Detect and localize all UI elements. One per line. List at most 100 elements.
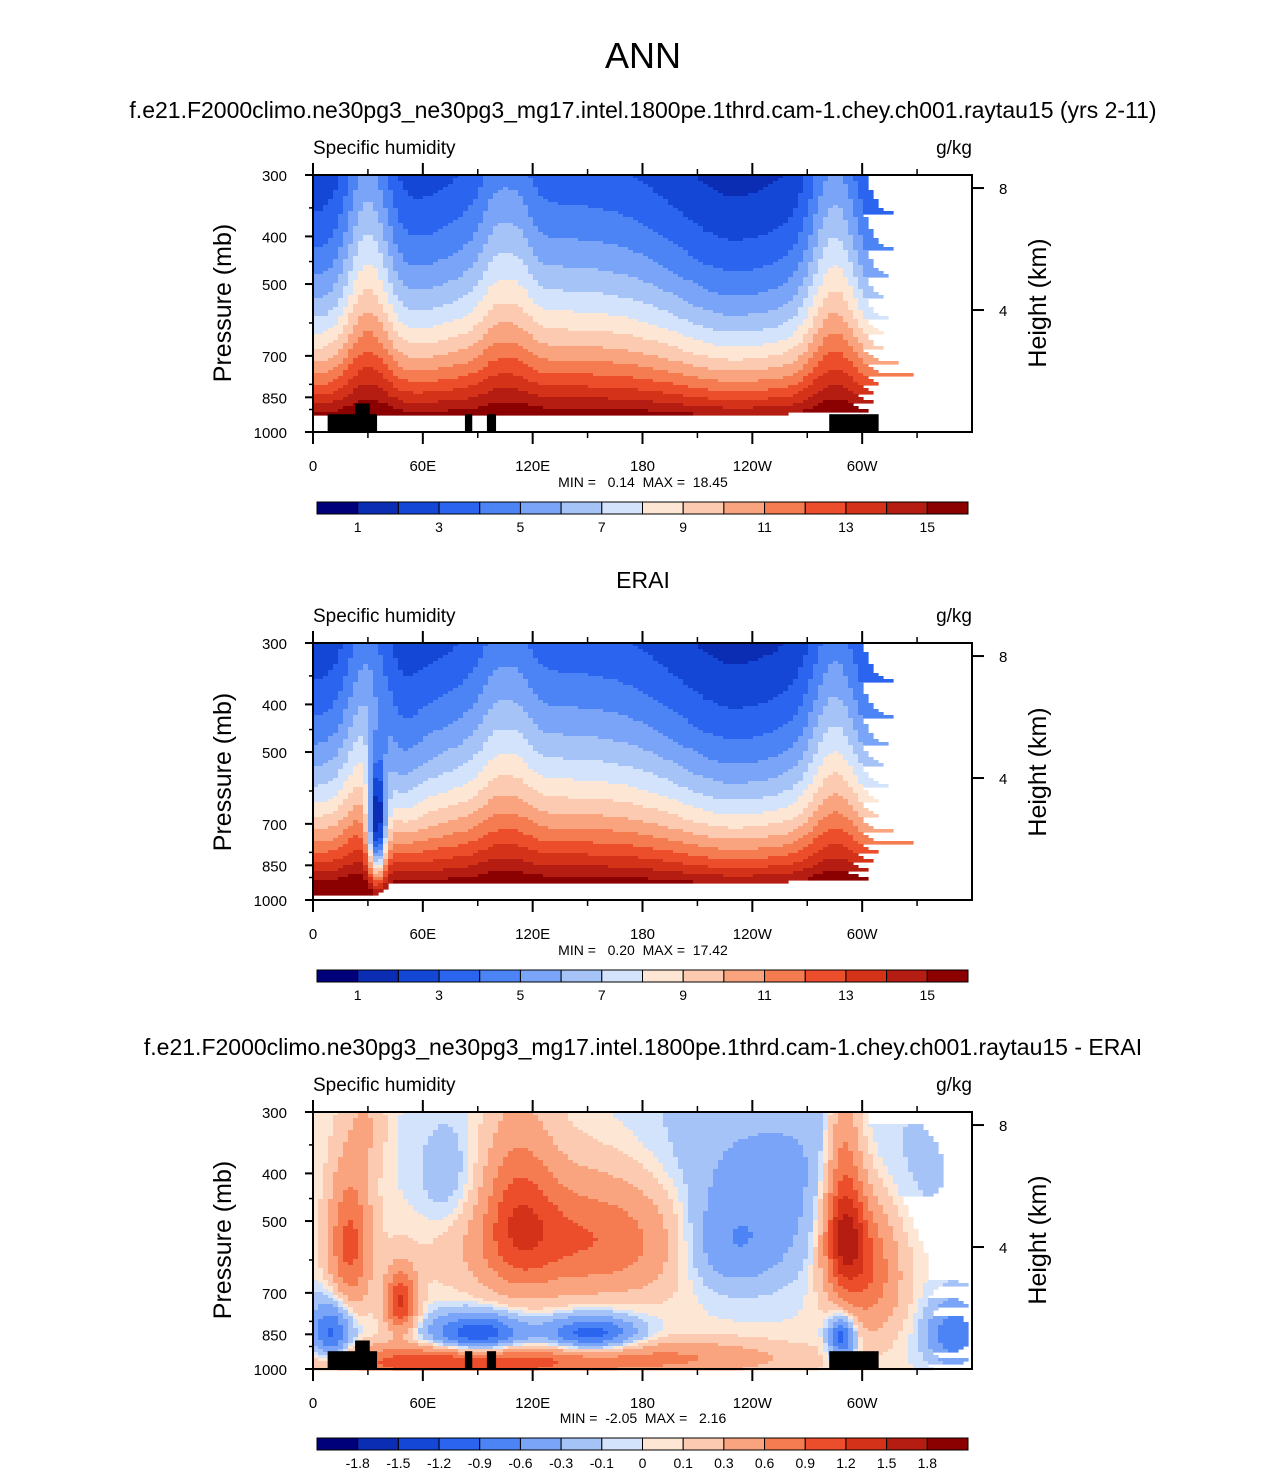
contour-cell: [338, 1286, 369, 1290]
contour-cell: [888, 1187, 899, 1191]
height-tick-label: 8: [999, 181, 1007, 198]
contour-cell: [538, 850, 674, 854]
contour-cell: [863, 1253, 874, 1257]
contour-cell: [878, 1172, 889, 1176]
contour-cell: [828, 1244, 834, 1248]
contour-cell: [813, 1259, 819, 1263]
contour-cell: [358, 175, 379, 179]
contour-cell: [513, 700, 544, 704]
contour-cell: [808, 265, 819, 269]
contour-cell: [668, 736, 724, 740]
contour-cell: [333, 1280, 344, 1284]
contour-cell: [478, 700, 499, 704]
contour-cell: [313, 829, 344, 833]
contour-cell: [808, 1280, 814, 1284]
contour-cell: [858, 730, 869, 734]
contour-cell: [853, 1151, 864, 1155]
contour-cell: [843, 1274, 859, 1278]
contour-cell: [643, 1235, 669, 1239]
contour-cell: [573, 1121, 624, 1125]
contour-cell: [543, 1127, 579, 1131]
contour-cell: [398, 772, 409, 776]
contour-cell: [433, 1199, 449, 1203]
contour-cell: [833, 1184, 839, 1188]
contour-cell: [338, 217, 349, 221]
contour-cell: [748, 1238, 794, 1242]
contour-cell: [328, 202, 344, 206]
contour-cell: [528, 679, 619, 683]
contour-cell: [368, 1172, 384, 1176]
contour-cell: [458, 277, 484, 281]
contour-cell: [653, 190, 719, 194]
contour-cell: [678, 712, 799, 716]
contour-cell: [533, 301, 644, 305]
contour-cell: [468, 1175, 474, 1179]
contour-cell: [313, 1136, 329, 1140]
contour-cell: [463, 1247, 484, 1251]
contour-cell: [458, 1184, 464, 1188]
contour-cell: [803, 229, 814, 233]
contour-cell: [373, 1223, 384, 1227]
contour-cell: [418, 1286, 429, 1290]
contour-cell: [373, 865, 384, 869]
contour-cell: [368, 754, 374, 758]
contour-cell: [808, 1286, 814, 1290]
contour-cell: [913, 1250, 924, 1254]
contour-cell: [348, 211, 359, 215]
contour-cell: [348, 1295, 364, 1299]
contour-cell: [538, 190, 654, 194]
contour-cell: [683, 1214, 689, 1218]
units-label: g/kg: [936, 1075, 972, 1096]
contour-cell: [403, 337, 449, 341]
contour-cell: [483, 334, 534, 338]
contour-cell: [498, 1253, 574, 1257]
contour-cell: [628, 349, 684, 353]
contour-cell: [853, 1163, 864, 1167]
y-tick-label: 850: [262, 858, 287, 875]
contour-cell: [418, 1310, 424, 1314]
contour-cell: [368, 1169, 384, 1173]
contour-cell: [798, 325, 814, 329]
contour-cell: [373, 823, 379, 827]
contour-cell: [393, 1235, 409, 1239]
contour-cell: [428, 1136, 459, 1140]
contour-cell: [808, 646, 819, 650]
contour-cell: [423, 1169, 464, 1173]
contour-cell: [828, 175, 844, 179]
contour-cell: [373, 817, 384, 821]
contour-cell: [898, 1283, 914, 1287]
colorbar-swatch: [316, 969, 359, 983]
contour-cell: [343, 265, 354, 269]
contour-cell: [383, 784, 389, 788]
contour-cell: [353, 328, 384, 332]
contour-cell: [733, 1229, 749, 1233]
contour-cell: [683, 1205, 689, 1209]
contour-cell: [358, 385, 379, 389]
contour-cell: [653, 259, 699, 263]
contour-cell: [313, 1316, 324, 1320]
contour-cell: [448, 1214, 459, 1218]
contour-cell: [428, 1139, 459, 1143]
contour-cell: [343, 262, 354, 266]
contour-cell: [873, 1277, 889, 1281]
contour-cell: [403, 253, 454, 257]
contour-cell: [803, 1199, 814, 1203]
contour-cell: [823, 301, 849, 305]
contour-cell: [533, 1112, 569, 1116]
contour-cell: [768, 232, 799, 236]
contour-cell: [813, 295, 829, 299]
contour-cell: [783, 322, 804, 326]
contour-cell: [598, 1292, 674, 1296]
contour-cell: [668, 826, 729, 830]
contour-cell: [823, 1187, 829, 1191]
contour-cell: [853, 1205, 864, 1209]
contour-cell: [383, 262, 394, 266]
contour-cell: [498, 1205, 519, 1209]
contour-cell: [823, 1124, 829, 1128]
contour-cell: [428, 1283, 444, 1287]
contour-cell: [313, 787, 344, 791]
contour-cell: [853, 1154, 864, 1158]
contour-cell: [373, 1229, 384, 1233]
contour-cell: [488, 205, 529, 209]
contour-cell: [858, 232, 874, 236]
